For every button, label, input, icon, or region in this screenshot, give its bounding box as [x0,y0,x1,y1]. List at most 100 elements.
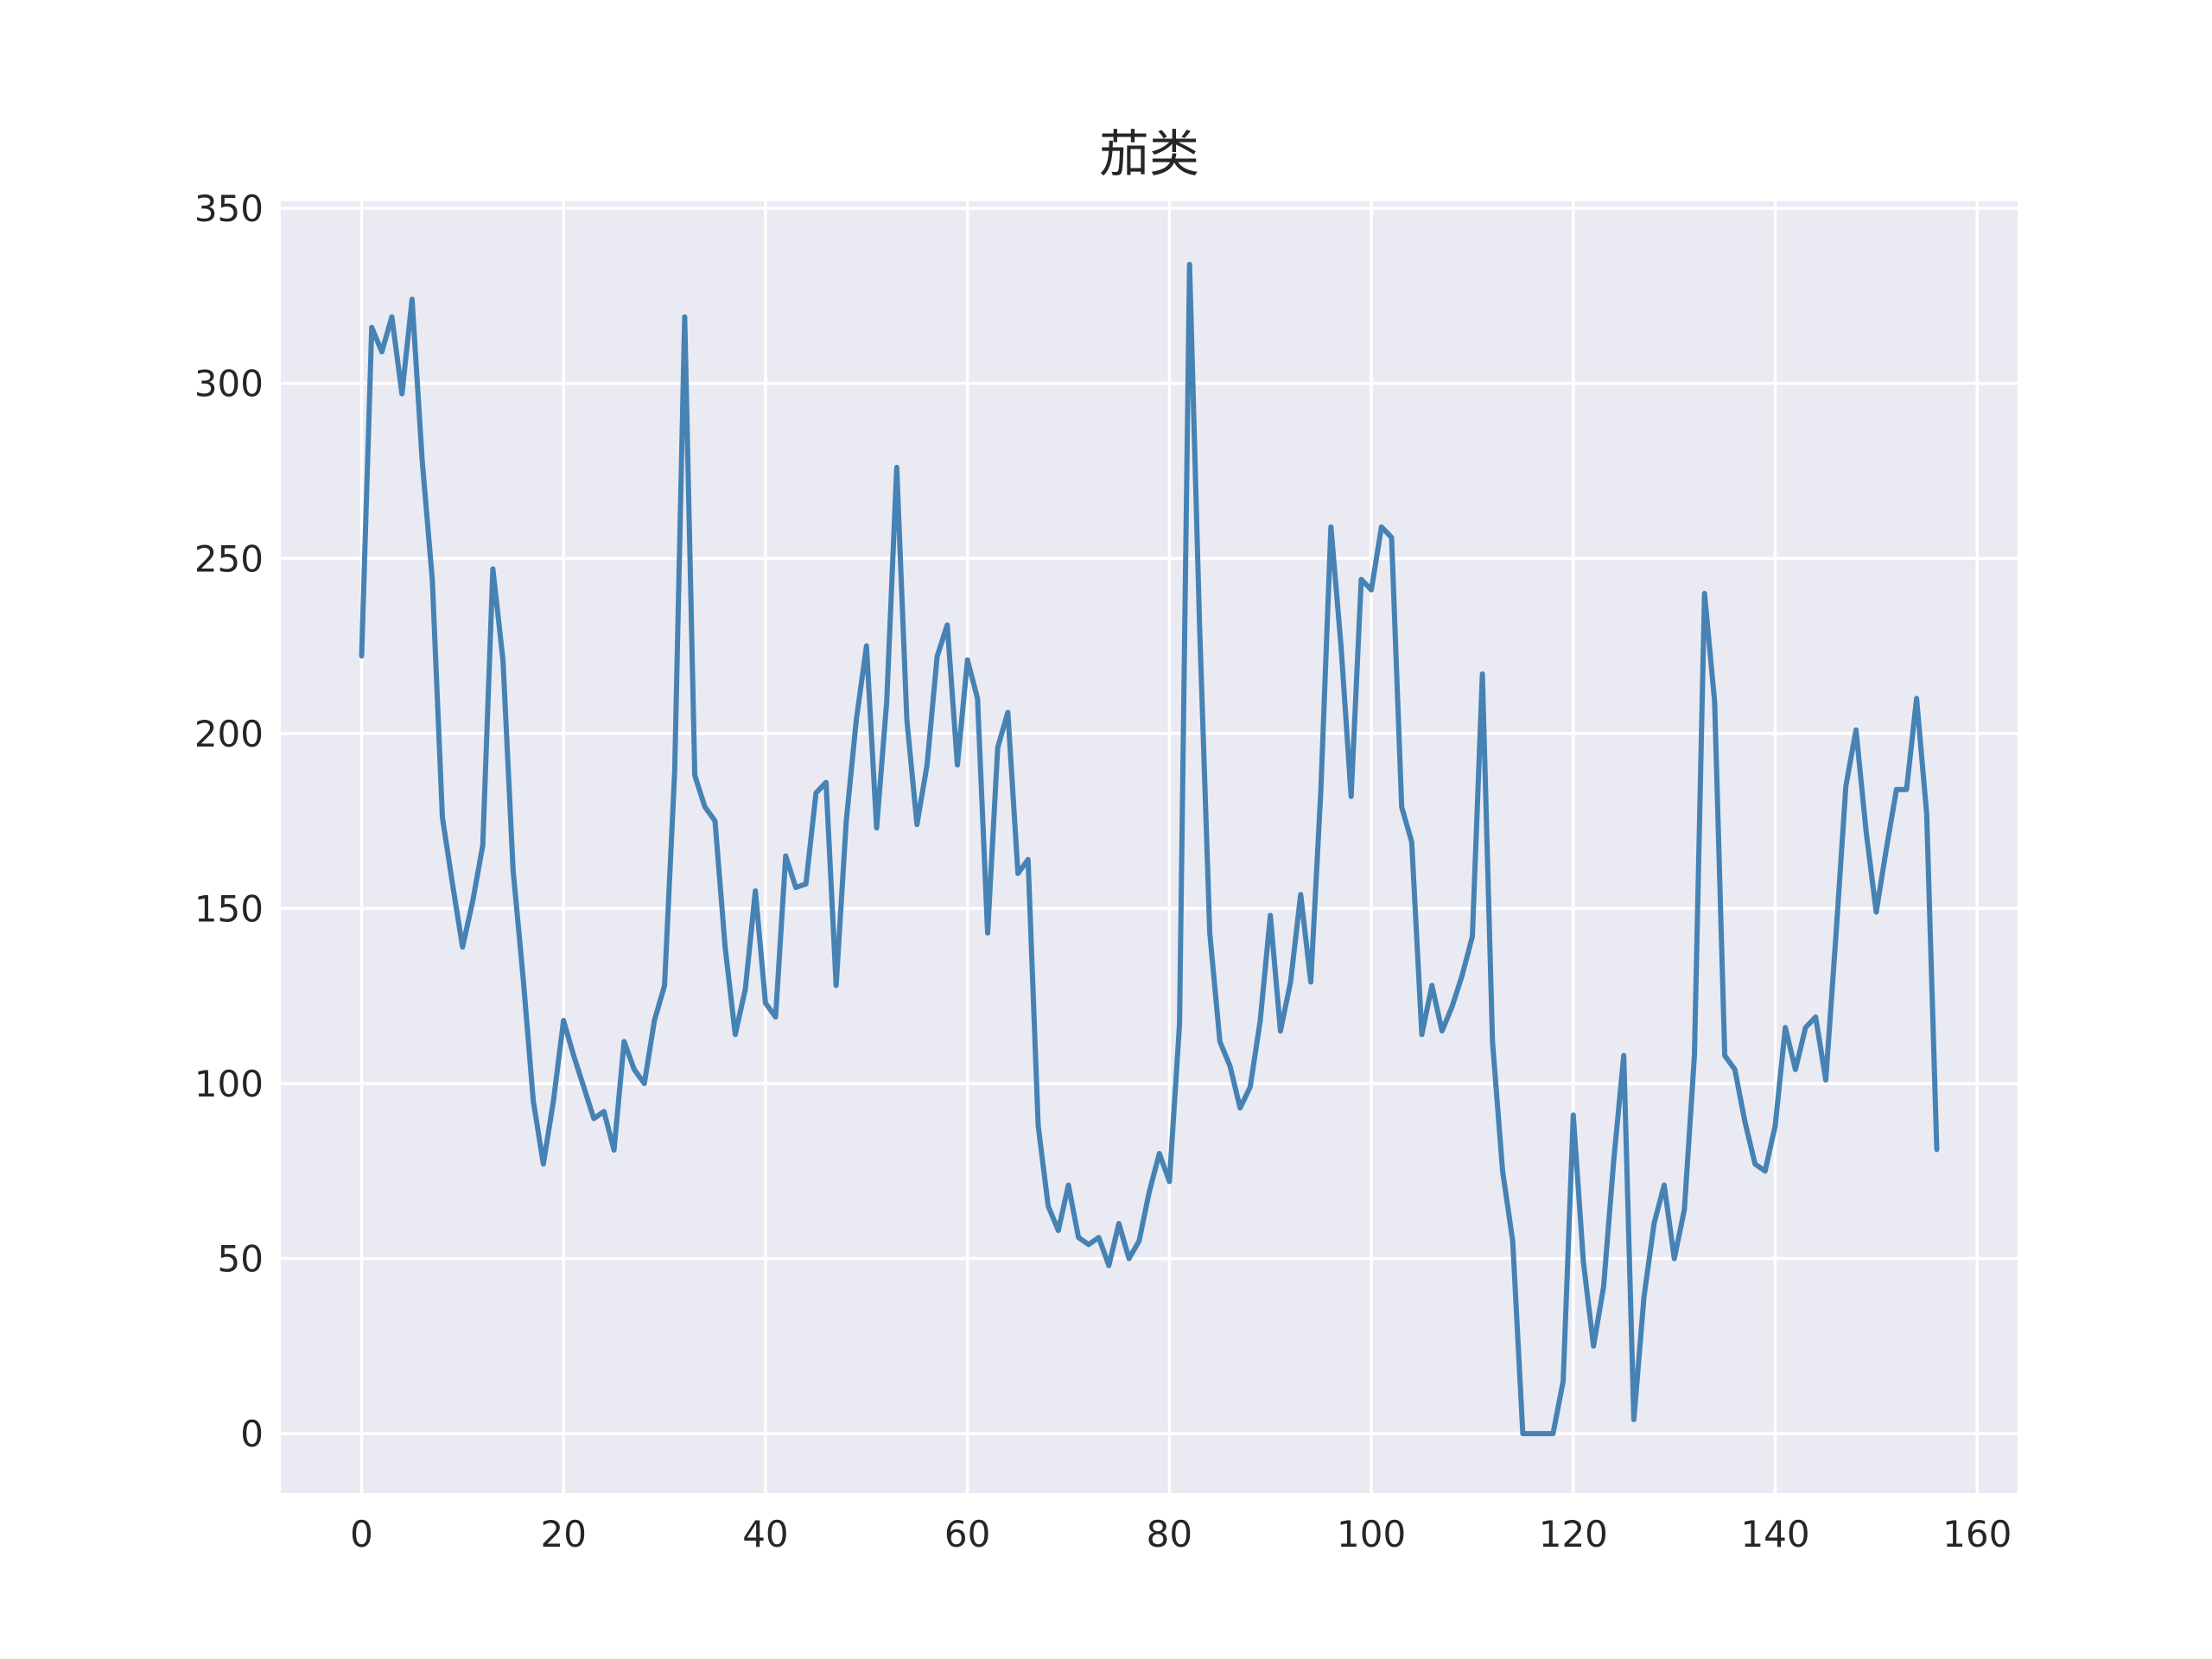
data-point [429,577,435,582]
data-point [410,296,415,302]
data-point [1349,794,1354,799]
data-point [440,815,445,820]
data-point [1560,1378,1566,1383]
data-point [965,658,970,663]
data-point [1237,1105,1243,1110]
data-point [1440,1028,1445,1033]
data-point [1106,1263,1111,1268]
data-point [1096,1235,1102,1240]
data-point [1207,931,1212,936]
plot-area [281,201,2018,1493]
data-point [1338,644,1344,648]
data-point [1379,524,1384,530]
data-point [521,976,525,981]
data-point [834,983,839,988]
data-point [1712,699,1717,704]
data-point [1136,1238,1141,1243]
x-tick-label: 20 [540,1513,586,1555]
data-point [1732,1067,1738,1072]
data-point [1258,1018,1262,1023]
data-point [1834,934,1839,939]
y-tick-label: 100 [194,1063,264,1105]
data-point [1813,1014,1818,1020]
data-point [1086,1242,1091,1247]
data-point [1924,811,1929,817]
data-point [1692,1053,1697,1058]
data-point [1015,871,1020,876]
data-point [652,1018,657,1023]
data-point [1056,1228,1061,1233]
x-tick-label: 80 [1147,1513,1192,1555]
data-point [490,566,495,571]
data-point [1127,1256,1132,1262]
data-point [1217,1039,1223,1044]
data-point [995,745,1001,750]
data-point [1490,1039,1495,1044]
data-point [1076,1235,1081,1240]
y-tick-label: 300 [194,363,264,405]
data-point [1319,787,1324,792]
data-point [1046,1204,1051,1209]
y-tick-label: 200 [194,713,264,755]
data-point [470,899,475,904]
data-point [692,772,697,778]
data-point [1530,1431,1535,1436]
data-point [591,1116,596,1121]
data-point [1429,983,1434,988]
data-point [1681,1207,1687,1212]
data-point [1803,1025,1808,1030]
data-point [874,825,879,830]
data-point [955,762,960,767]
data-point [1166,1179,1172,1184]
data-point [1873,910,1878,914]
y-tick-label: 350 [194,188,264,230]
data-point [1581,1260,1586,1265]
data-point [632,1067,637,1072]
data-point [773,1014,779,1020]
data-point [1187,262,1192,267]
data-point [905,717,909,722]
data-point [1864,829,1869,834]
data-point [1036,1123,1040,1128]
chart-title: 茄类 [1099,124,1199,183]
data-point [753,888,758,893]
data-point [1328,524,1333,530]
data-point [1914,696,1919,701]
data-point [1904,787,1909,792]
data-point [713,818,717,823]
data-point [601,1109,607,1114]
data-point [541,1161,546,1166]
data-point [460,944,465,950]
data-point [582,1084,587,1090]
data-point [702,804,708,810]
data-point [1651,1221,1656,1226]
data-point [914,822,919,827]
x-tick-label: 160 [1942,1513,2012,1555]
data-point [1288,980,1294,984]
data-point [662,983,667,988]
data-point [1935,1147,1939,1153]
data-point [511,868,516,873]
x-tick-label: 140 [1740,1513,1809,1555]
data-point [531,1098,536,1103]
data-point [1369,588,1374,593]
y-tick-label: 50 [218,1238,264,1281]
data-point [1308,980,1313,984]
data-point [1157,1151,1162,1156]
data-point [864,644,869,648]
data-point [1459,972,1465,977]
data-point [1399,804,1404,810]
data-point [1420,1032,1424,1037]
data-point [1823,1077,1828,1083]
data-point [420,458,425,463]
series-layer [359,261,1940,1437]
grid [281,201,2018,1493]
data-point [1116,1221,1122,1226]
data-point [500,658,505,663]
data-point [854,717,859,722]
data-point [1278,1028,1283,1033]
data-point [1500,1168,1505,1173]
data-point [621,1039,626,1044]
data-point [1450,1004,1455,1009]
data-point [1894,787,1899,792]
